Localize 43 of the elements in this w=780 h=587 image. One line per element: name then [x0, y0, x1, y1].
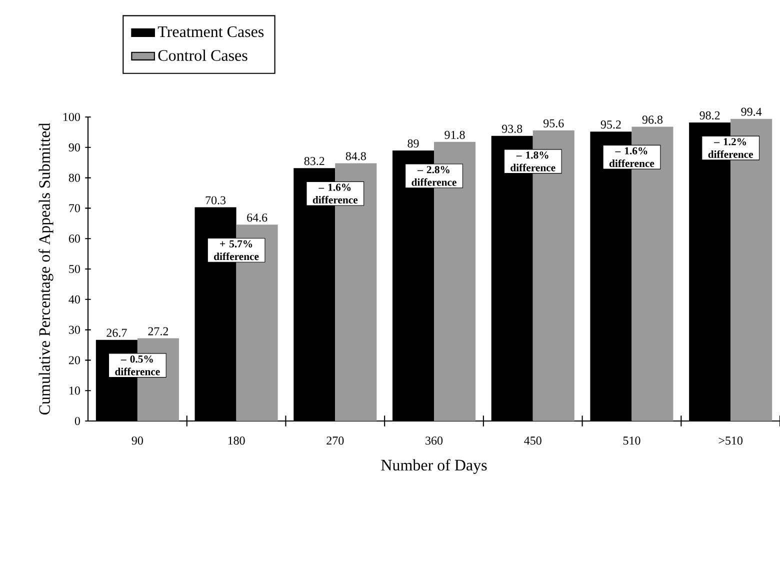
data-label: 26.7 — [106, 328, 127, 337]
y-tick-label: 50 — [69, 264, 80, 274]
x-tick-label: 450 — [524, 436, 542, 445]
y-tick-label: 70 — [69, 204, 80, 212]
y-tick-label: 30 — [69, 326, 80, 334]
x-tick-label: 510 — [623, 436, 640, 445]
annotation: + 5.7% difference — [214, 240, 259, 260]
x-tick-label: 270 — [326, 436, 344, 445]
data-label: 84.8 — [346, 152, 366, 160]
y-tick-label: 20 — [68, 356, 80, 364]
x-axis-title: Number of Days — [381, 459, 487, 474]
data-label: 99.4 — [741, 108, 762, 116]
data-label: 91.8 — [444, 130, 465, 139]
y-tick-label: 60 — [68, 234, 80, 243]
annotation: – 1.8% difference — [510, 151, 556, 172]
data-label: 96.8 — [642, 116, 663, 124]
y-tick-label: 10 — [69, 386, 80, 395]
x-tick-label: 90 — [132, 436, 143, 445]
x-tick-label: 180 — [228, 436, 245, 445]
y-tick-label: 80 — [68, 174, 80, 182]
y-tick-label: 100 — [63, 112, 80, 122]
y-tick-label: 90 — [68, 143, 80, 152]
x-tick-label: 360 — [426, 436, 443, 445]
data-label: 93.8 — [502, 124, 522, 133]
y-tick-label: 40 — [68, 295, 80, 304]
annotation: – 1.6% difference — [609, 147, 654, 168]
annotation: – 1.6% difference — [312, 184, 358, 204]
legend-label: Control Cases — [158, 50, 248, 61]
data-label: 83.2 — [304, 156, 324, 166]
data-label: 64.6 — [247, 214, 268, 222]
annotation: – 0.5% difference — [115, 355, 160, 376]
data-label: 95.2 — [600, 120, 621, 129]
data-label: 70.3 — [206, 196, 226, 204]
y-tick-label: 0 — [74, 416, 80, 426]
annotation: – 2.8% difference — [412, 166, 456, 186]
annotation: – 1.2% difference — [708, 138, 754, 158]
y-axis-title: Cumulative Percentage of Appeals Submitted — [38, 122, 54, 415]
data-label: 95.6 — [543, 119, 564, 128]
data-label: 89 — [408, 139, 419, 148]
data-label: 98.2 — [700, 111, 720, 120]
x-tick-label: >510 — [718, 436, 742, 445]
legend-label: Treatment Cases — [158, 26, 264, 38]
data-label: 27.2 — [148, 327, 168, 336]
